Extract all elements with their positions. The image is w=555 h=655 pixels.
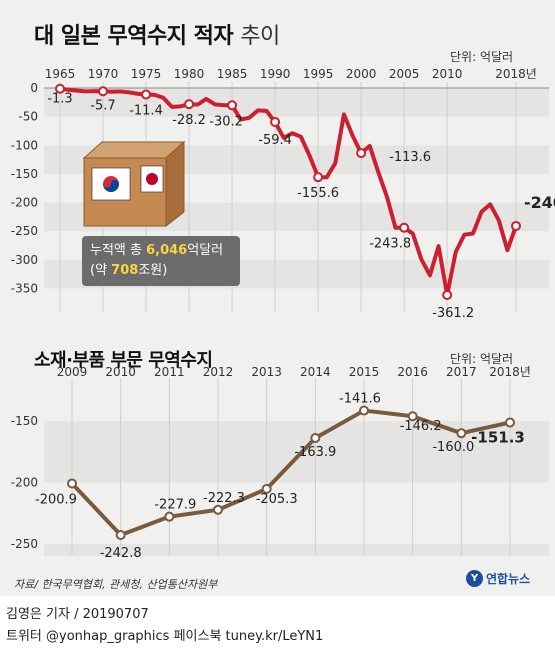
sub-chart-title: 소재·부품 부문 무역수지 xyxy=(34,350,213,371)
data-label: -222.3 xyxy=(203,491,245,506)
y-tick-label: -250 xyxy=(11,224,38,238)
data-label: -28.2 xyxy=(172,113,206,128)
data-point-marker xyxy=(505,417,515,428)
data-point-marker xyxy=(442,289,453,300)
data-label: -5.7 xyxy=(90,98,115,113)
data-point-marker xyxy=(164,511,175,522)
data-label: -163.9 xyxy=(294,445,336,460)
y-tick-label: -250 xyxy=(11,537,38,551)
data-label: -113.6 xyxy=(389,150,431,165)
x-tick-label: 2005 xyxy=(389,67,420,81)
data-point-marker xyxy=(141,89,152,100)
x-tick-label: 2015 xyxy=(349,365,380,379)
unit-label-bottom: 단위: 억달러 xyxy=(450,352,514,366)
data-point-marker xyxy=(313,172,324,183)
y-tick-label: -200 xyxy=(11,475,38,489)
x-tick-label: 1980 xyxy=(174,67,205,81)
data-label: -30.2 xyxy=(209,114,243,129)
data-label: -160.0 xyxy=(432,440,474,455)
data-label: -141.6 xyxy=(339,392,381,407)
data-point-marker xyxy=(356,148,367,159)
yonhap-logo-icon: Y xyxy=(466,570,483,587)
y-tick-label: -300 xyxy=(11,253,38,267)
data-label: -240.8 xyxy=(524,193,555,212)
data-point-marker xyxy=(359,405,369,416)
data-point-marker xyxy=(511,220,521,231)
data-label: -151.3 xyxy=(471,428,525,446)
x-tick-label: 2010 xyxy=(432,67,463,81)
chart-parts-materials-balance: -150 -200 -250 2009 2010 2011 2012 2013 2014 2015… xyxy=(11,365,549,561)
x-tick-label: 2018년 xyxy=(495,67,537,81)
source-note: 자료/ 한국무역협회, 관세청, 산업통산자원부 xyxy=(14,578,218,591)
y-tick-label: -100 xyxy=(11,138,38,152)
series-line-trade-deficit xyxy=(59,86,518,297)
grid-band xyxy=(44,543,549,556)
data-label: -155.6 xyxy=(297,186,339,201)
total-value: 6,046 xyxy=(146,243,188,258)
page-title: 대 일본 무역수지 적자 추이 xyxy=(34,18,280,50)
y-tick-label: 0 xyxy=(30,81,38,95)
x-tick-label: 2009 xyxy=(57,365,88,379)
data-point-marker xyxy=(55,83,65,94)
data-label: -205.3 xyxy=(256,492,298,507)
x-tick-label: 2012 xyxy=(203,365,234,379)
y-tick-label: -50 xyxy=(18,110,38,124)
x-tick-label: 2016 xyxy=(397,365,428,379)
data-label: -11.4 xyxy=(129,104,163,119)
unit-label-top: 단위: 억달러 xyxy=(450,50,514,64)
y-tick-label: -150 xyxy=(11,414,38,428)
data-point-marker xyxy=(399,222,410,233)
x-tick-label: 1970 xyxy=(88,67,119,81)
data-point-marker xyxy=(98,86,109,97)
data-point-marker xyxy=(184,99,195,110)
title-light: 추이 xyxy=(240,24,280,49)
data-point-marker xyxy=(407,411,418,422)
chart-trade-deficit-japan: 0 -50 -100 -150 -200 -250 -300 -350 1965 1970 1975… xyxy=(11,67,555,321)
data-point-marker xyxy=(456,428,467,439)
yonhap-logo: Y 연합뉴스 xyxy=(466,570,530,587)
data-point-marker xyxy=(67,478,77,489)
data-label: -200.9 xyxy=(35,492,77,507)
x-tick-label: 2013 xyxy=(251,365,282,379)
cumulative-total-note: 누적액 총 6,046억달러 (약 708조원) xyxy=(82,236,240,286)
x-tick-label: 1975 xyxy=(131,67,162,81)
x-tick-label: 2018년 xyxy=(489,365,531,379)
x-tick-label: 1995 xyxy=(303,67,334,81)
x-tick-label: 2010 xyxy=(105,365,136,379)
data-point-marker xyxy=(261,483,272,494)
x-tick-label: 1985 xyxy=(217,67,248,81)
data-label: -242.8 xyxy=(100,546,142,561)
y-tick-label: -350 xyxy=(11,282,38,296)
total-won-value: 708 xyxy=(111,263,139,278)
social-links: 트위터 @yonhap_graphics 페이스북 tuney.kr/LeYN1 xyxy=(6,629,324,644)
data-point-marker xyxy=(270,117,281,128)
data-point-marker xyxy=(310,432,321,443)
byline: 김영은 기자 / 20190707 xyxy=(6,607,149,622)
x-tick-label: 2014 xyxy=(300,365,331,379)
y-tick-label: -150 xyxy=(11,167,38,181)
data-label: -146.2 xyxy=(400,419,442,434)
x-tick-label: 2011 xyxy=(154,365,185,379)
data-point-marker xyxy=(115,529,126,540)
data-label: -1.3 xyxy=(47,92,72,107)
data-point-marker xyxy=(213,504,223,515)
data-label: -59.4 xyxy=(258,133,292,148)
data-point-marker xyxy=(227,100,238,111)
x-tick-label: 1965 xyxy=(45,67,76,81)
title-bold: 대 일본 무역수지 적자 xyxy=(34,24,234,49)
data-label: -243.8 xyxy=(369,237,411,252)
data-label: -361.2 xyxy=(432,306,474,321)
x-tick-label: 1990 xyxy=(260,67,291,81)
series-line-parts-balance xyxy=(70,408,511,537)
y-tick-label: -200 xyxy=(11,196,38,210)
x-tick-label: 2000 xyxy=(346,67,377,81)
x-tick-label: 2017 xyxy=(446,365,477,379)
data-label: -227.9 xyxy=(154,498,196,513)
box-illustration xyxy=(82,140,186,228)
